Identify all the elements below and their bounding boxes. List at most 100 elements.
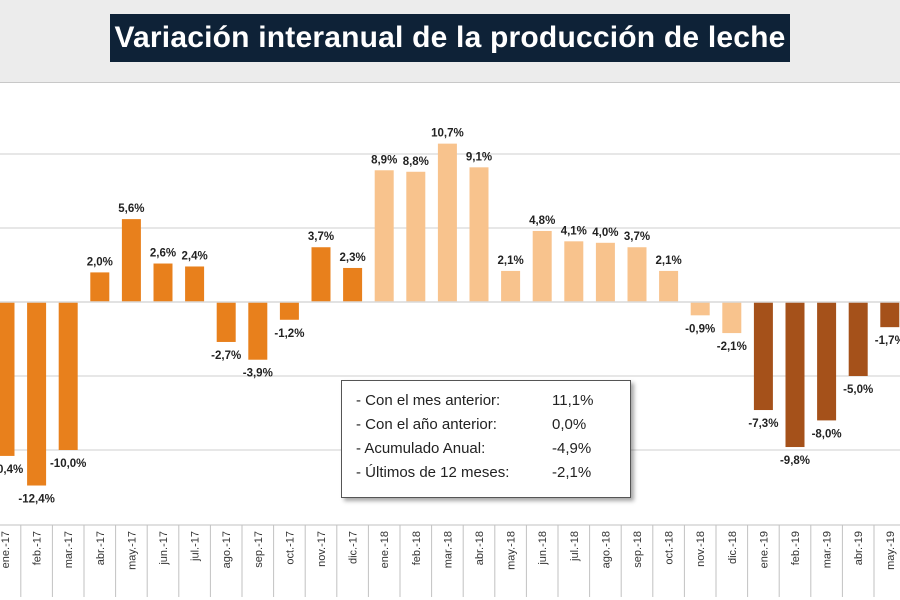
data-label: -10,0%: [50, 458, 86, 470]
data-label: 2,4%: [181, 250, 207, 262]
title-band: Variación interanual de la producción de…: [0, 0, 900, 83]
category-label: jun.-18: [537, 531, 549, 566]
category-label: sep.-17: [253, 531, 265, 568]
bar: [848, 302, 868, 376]
bar: [185, 266, 205, 302]
data-label: -3,9%: [243, 368, 273, 380]
bar: [248, 302, 268, 360]
bar: [690, 302, 710, 316]
bar: [90, 272, 110, 302]
category-label: jul.-18: [569, 531, 581, 562]
data-label: -1,7%: [875, 335, 900, 347]
bar: [564, 241, 584, 302]
category-label: ene.-19: [758, 531, 770, 568]
category-label: nov.-18: [695, 531, 707, 567]
summary-value: 11,1%: [552, 391, 594, 409]
category-label: feb.-19: [790, 531, 802, 565]
category-label: feb.-17: [32, 531, 44, 565]
bar: [216, 302, 236, 342]
summary-label: - Acumulado Anual:: [356, 439, 486, 457]
category-label: dic.-18: [727, 531, 739, 564]
data-label: 4,0%: [592, 227, 618, 239]
category-label: feb.-18: [411, 531, 423, 565]
data-label: -7,3%: [748, 418, 778, 430]
data-label: -2,7%: [211, 350, 241, 362]
data-label: -8,0%: [812, 428, 842, 440]
bar: [595, 242, 615, 302]
category-label: abr.-19: [853, 531, 865, 565]
bar: [627, 247, 647, 302]
chart-title: Variación interanual de la producción de…: [110, 14, 790, 62]
category-label: jul.-17: [190, 531, 202, 562]
summary-value: 0,0%: [552, 415, 587, 433]
data-label: 8,8%: [403, 156, 429, 168]
data-label: -1,2%: [274, 328, 304, 340]
category-label: mar.-18: [442, 531, 454, 568]
bar: [659, 270, 679, 302]
bar: [785, 302, 805, 448]
category-label: ene.-17: [0, 531, 12, 568]
data-label: 2,1%: [497, 255, 523, 267]
bar: [753, 302, 773, 411]
data-label: 2,3%: [339, 252, 365, 264]
data-label: -0,9%: [685, 323, 715, 335]
category-label: dic.-17: [348, 531, 360, 564]
category-label: may.-19: [885, 531, 897, 570]
data-label: -9,8%: [780, 455, 810, 467]
bar: [880, 302, 900, 328]
category-label: oct.-18: [664, 531, 676, 565]
bar: [58, 302, 78, 450]
data-label: -5,0%: [843, 384, 873, 396]
category-label: nov.-17: [316, 531, 328, 567]
data-label: 2,1%: [655, 255, 681, 267]
data-label: 2,0%: [87, 256, 113, 268]
bar: [532, 230, 552, 302]
summary-value: -4,9%: [552, 439, 592, 457]
data-label: 2,6%: [150, 248, 176, 260]
bar: [311, 247, 331, 302]
bar: [437, 143, 457, 302]
summary-label: - Últimos de 12 meses:: [356, 463, 510, 481]
summary-label: - Con el año anterior:: [356, 415, 497, 433]
category-label: may.-18: [506, 531, 518, 570]
bar: [469, 167, 489, 302]
bar: [501, 270, 521, 302]
data-label: 10,7%: [431, 128, 464, 140]
bar: [153, 263, 173, 302]
bar: [0, 302, 15, 456]
bar: [279, 302, 299, 320]
category-label: sep.-18: [632, 531, 644, 568]
category-label: jun.-17: [158, 531, 170, 566]
summary-box: - Con el mes anterior: 11,1% - Con el añ…: [341, 380, 631, 498]
bar: [374, 170, 394, 302]
summary-row-year: - Con el año anterior: 0,0%: [356, 412, 630, 436]
category-label: may.-17: [126, 531, 138, 570]
data-label: -12,4%: [18, 494, 54, 506]
bar: [817, 302, 837, 421]
data-label: 9,1%: [466, 151, 492, 163]
data-label: -10,4%: [0, 464, 23, 476]
data-label: 4,8%: [529, 215, 555, 227]
data-label: 3,7%: [308, 231, 334, 243]
bar: [406, 171, 426, 302]
summary-row-month: - Con el mes anterior: 11,1%: [356, 388, 630, 412]
bar: [121, 219, 141, 302]
data-label: 3,7%: [624, 231, 650, 243]
data-label: 4,1%: [561, 225, 587, 237]
category-label: abr.-18: [474, 531, 486, 565]
data-label: -2,1%: [717, 341, 747, 353]
summary-row-accumulated: - Acumulado Anual: -4,9%: [356, 436, 630, 460]
category-label: mar.-17: [63, 531, 75, 568]
category-label: mar.-19: [822, 531, 834, 568]
bar: [722, 302, 742, 334]
summary-label: - Con el mes anterior:: [356, 391, 501, 409]
summary-row-12-months: - Últimos de 12 meses: -2,1%: [356, 460, 630, 484]
summary-value: -2,1%: [552, 463, 592, 481]
category-label: abr.-17: [95, 531, 107, 565]
category-label: ago.-17: [221, 531, 233, 568]
data-label: 5,6%: [118, 203, 144, 215]
category-label: ago.-18: [600, 531, 612, 568]
category-label: ene.-18: [379, 531, 391, 568]
category-label: oct.-17: [284, 531, 296, 565]
